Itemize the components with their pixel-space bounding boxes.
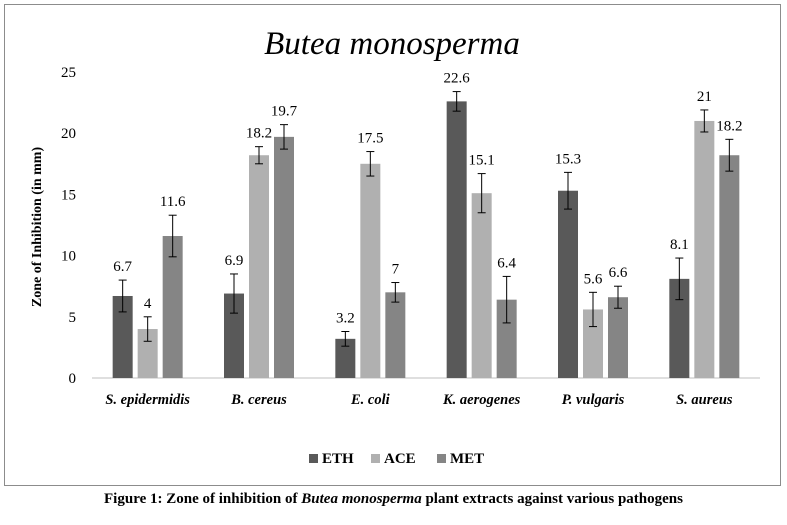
- bar-ace: [249, 155, 269, 378]
- data-label: 4: [144, 296, 152, 312]
- legend-swatch-met: [437, 454, 446, 463]
- bar-met: [496, 299, 517, 378]
- x-category-label: B. cereus: [230, 392, 287, 408]
- data-label: 3.2: [336, 310, 355, 326]
- bar-met: [719, 155, 740, 378]
- data-label: 5.6: [584, 271, 603, 287]
- chart-title: Butea monosperma: [264, 26, 520, 62]
- y-tick-label: 5: [69, 310, 77, 326]
- legend-label-eth: ETH: [322, 451, 354, 467]
- data-label: 19.7: [271, 104, 298, 120]
- data-label: 8.1: [670, 237, 689, 253]
- bar-ace: [471, 193, 492, 378]
- y-tick-label: 15: [61, 187, 76, 203]
- bar-eth: [558, 190, 578, 378]
- legend-label-met: MET: [450, 451, 484, 467]
- bar-ace: [137, 329, 158, 378]
- x-category-label: E. coli: [350, 392, 390, 408]
- data-label: 6.7: [113, 259, 132, 275]
- bar-met: [162, 236, 183, 378]
- bar-eth: [335, 338, 356, 378]
- caption-prefix: Figure 1: Zone of inhibition of: [104, 491, 302, 507]
- legend-label-ace: ACE: [384, 451, 416, 467]
- data-label: 11.6: [160, 194, 186, 210]
- data-label: 7: [392, 262, 400, 278]
- data-label: 21: [697, 89, 712, 105]
- bar-met: [385, 292, 406, 378]
- data-label: 18.2: [246, 126, 272, 142]
- x-category-label: S. epidermidis: [105, 392, 190, 408]
- caption-suffix: plant extracts against various pathogens: [421, 491, 683, 507]
- chart-frame: [4, 4, 781, 486]
- data-label: 18.2: [716, 118, 742, 134]
- bar-eth: [669, 278, 690, 378]
- y-tick-label: 25: [61, 65, 76, 81]
- y-tick-label: 20: [61, 126, 76, 142]
- legend-swatch-ace: [371, 454, 380, 463]
- bar-ace: [360, 163, 381, 378]
- data-label: 6.9: [225, 253, 244, 269]
- bar-eth: [224, 293, 244, 378]
- bar-eth: [446, 101, 467, 378]
- bar-chart: Butea monosperma 0 5 10 15 20 25 Zone of Inhibi…: [30, 26, 760, 467]
- y-axis-title: Zone of Inhibition (in mm): [30, 147, 45, 308]
- bar-ace: [694, 120, 715, 379]
- x-category-label: S. aureus: [676, 392, 733, 408]
- legend-swatch-eth: [309, 454, 318, 463]
- bar-ace: [583, 309, 603, 378]
- data-label: 22.6: [444, 71, 471, 87]
- data-label: 17.5: [357, 131, 383, 147]
- figure-caption: Figure 1: Zone of inhibition of Butea mo…: [0, 491, 787, 508]
- data-label: 15.1: [469, 153, 495, 169]
- y-tick-label: 0: [69, 371, 77, 387]
- caption-species: Butea monosperma: [301, 491, 422, 507]
- bar-met: [608, 297, 628, 378]
- data-label: 15.3: [555, 151, 581, 167]
- bar-met: [274, 136, 294, 378]
- data-label: 6.4: [497, 255, 516, 271]
- x-category-label: P. vulgaris: [562, 392, 625, 408]
- bar-eth: [112, 295, 133, 378]
- data-label: 6.6: [609, 265, 628, 281]
- x-category-label: K. aerogenes: [442, 392, 521, 408]
- y-tick-label: 10: [61, 249, 76, 265]
